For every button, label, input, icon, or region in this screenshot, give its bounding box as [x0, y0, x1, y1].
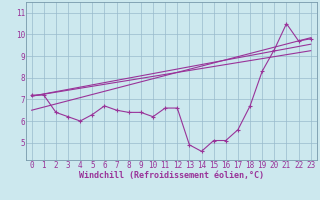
X-axis label: Windchill (Refroidissement éolien,°C): Windchill (Refroidissement éolien,°C)	[79, 171, 264, 180]
